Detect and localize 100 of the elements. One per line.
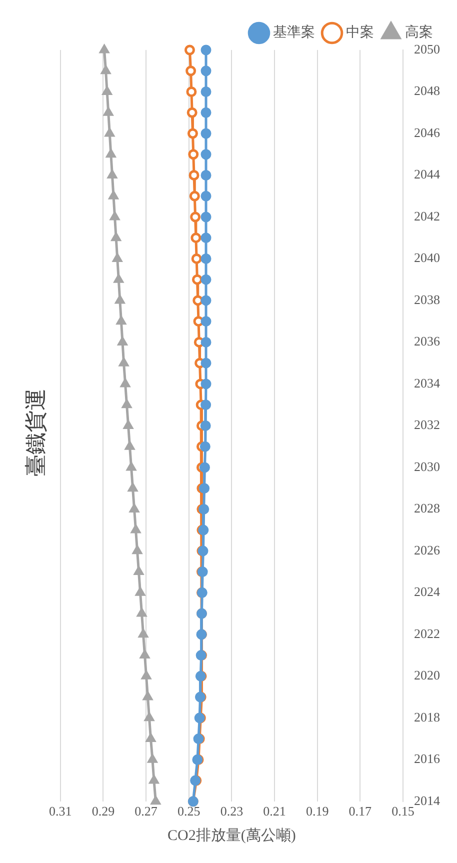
point [200, 336, 212, 348]
y-tick-label: 2048 [414, 83, 440, 98]
point [200, 190, 212, 202]
point [120, 378, 130, 388]
point [119, 358, 128, 366]
legend-label: 基準案 [273, 24, 315, 41]
point [200, 44, 212, 56]
point [192, 295, 204, 306]
point [192, 274, 202, 285]
y-tick-label: 2036 [414, 334, 440, 349]
point [148, 754, 158, 763]
point [186, 86, 197, 97]
point [200, 232, 212, 244]
point [112, 253, 122, 262]
point [115, 295, 125, 304]
y-tick-label: 2016 [414, 751, 440, 766]
point [104, 128, 114, 137]
point [200, 378, 212, 390]
point [131, 524, 140, 534]
point [134, 566, 144, 576]
point [199, 483, 210, 494]
point [118, 336, 128, 346]
point [142, 670, 151, 680]
point [124, 420, 133, 429]
y-tick-label: 2022 [414, 626, 440, 641]
point [101, 66, 111, 74]
point [122, 400, 132, 408]
point [200, 86, 212, 97]
y-tick-label: 2030 [414, 458, 440, 474]
x-tick-label: 0.25 [178, 804, 200, 819]
point [200, 295, 212, 306]
y-tick-label: 2026 [414, 542, 440, 558]
point [110, 212, 120, 220]
point [200, 212, 212, 222]
point [136, 587, 145, 596]
point [200, 274, 212, 285]
point [184, 44, 195, 56]
y-tick-label: 2028 [414, 500, 440, 516]
point [111, 232, 121, 242]
point [116, 316, 126, 325]
x-tick-label: 0.31 [49, 804, 72, 819]
point [200, 358, 212, 368]
point [149, 775, 159, 784]
point [199, 462, 210, 473]
point [200, 400, 212, 410]
point [143, 692, 152, 700]
point [186, 107, 198, 118]
y-tick-label: 2044 [414, 166, 440, 182]
point [106, 149, 116, 158]
y-tick-label: 2034 [414, 375, 440, 390]
point [102, 86, 112, 95]
x-tick-label: 0.27 [134, 804, 158, 819]
point [190, 232, 202, 244]
legend-label: 中案 [346, 24, 374, 41]
y-tick-label: 2042 [414, 208, 440, 224]
point [191, 253, 202, 264]
point [100, 44, 110, 54]
point [188, 149, 199, 160]
x-tick-label: 0.17 [348, 804, 372, 819]
y-tick-label: 2018 [414, 709, 440, 724]
point [200, 128, 212, 139]
y-tick-label: 2020 [414, 668, 440, 683]
x-tick-label: 0.29 [92, 804, 115, 819]
point [187, 128, 198, 139]
point [200, 316, 212, 327]
x-tick-label: 0.23 [220, 804, 244, 819]
point [126, 462, 136, 471]
y-tick-label: 2024 [414, 584, 440, 600]
point [137, 608, 146, 617]
point [200, 66, 212, 76]
point [128, 483, 138, 492]
point [108, 170, 117, 178]
point [189, 190, 200, 202]
y-tick-label: 2046 [414, 124, 440, 140]
point [130, 504, 139, 512]
x-tick-label: 0.15 [392, 804, 414, 819]
y-tick-label: 2040 [414, 250, 440, 266]
point [146, 734, 156, 742]
point [132, 546, 142, 554]
x-tick-label: 0.21 [263, 804, 286, 819]
point [190, 212, 201, 222]
y-tick-label: 2050 [414, 41, 440, 56]
point [188, 170, 200, 180]
point [144, 712, 154, 722]
point [200, 253, 212, 264]
point [108, 190, 118, 200]
point [200, 107, 212, 118]
point [186, 66, 196, 76]
legend-label: 高案 [405, 24, 433, 41]
y-tick-label: 2032 [414, 417, 440, 432]
point [200, 420, 211, 431]
point [200, 149, 212, 160]
x-tick-label: 0.19 [306, 804, 329, 819]
point [140, 650, 150, 659]
y-tick-label: 2014 [414, 792, 440, 808]
point [200, 441, 210, 452]
text: 臺鐵貨運 [22, 388, 48, 476]
y-tick-label: 2038 [414, 292, 440, 307]
point [138, 629, 148, 638]
x-axis-title: CO2排放量(萬公噸) [168, 826, 296, 844]
